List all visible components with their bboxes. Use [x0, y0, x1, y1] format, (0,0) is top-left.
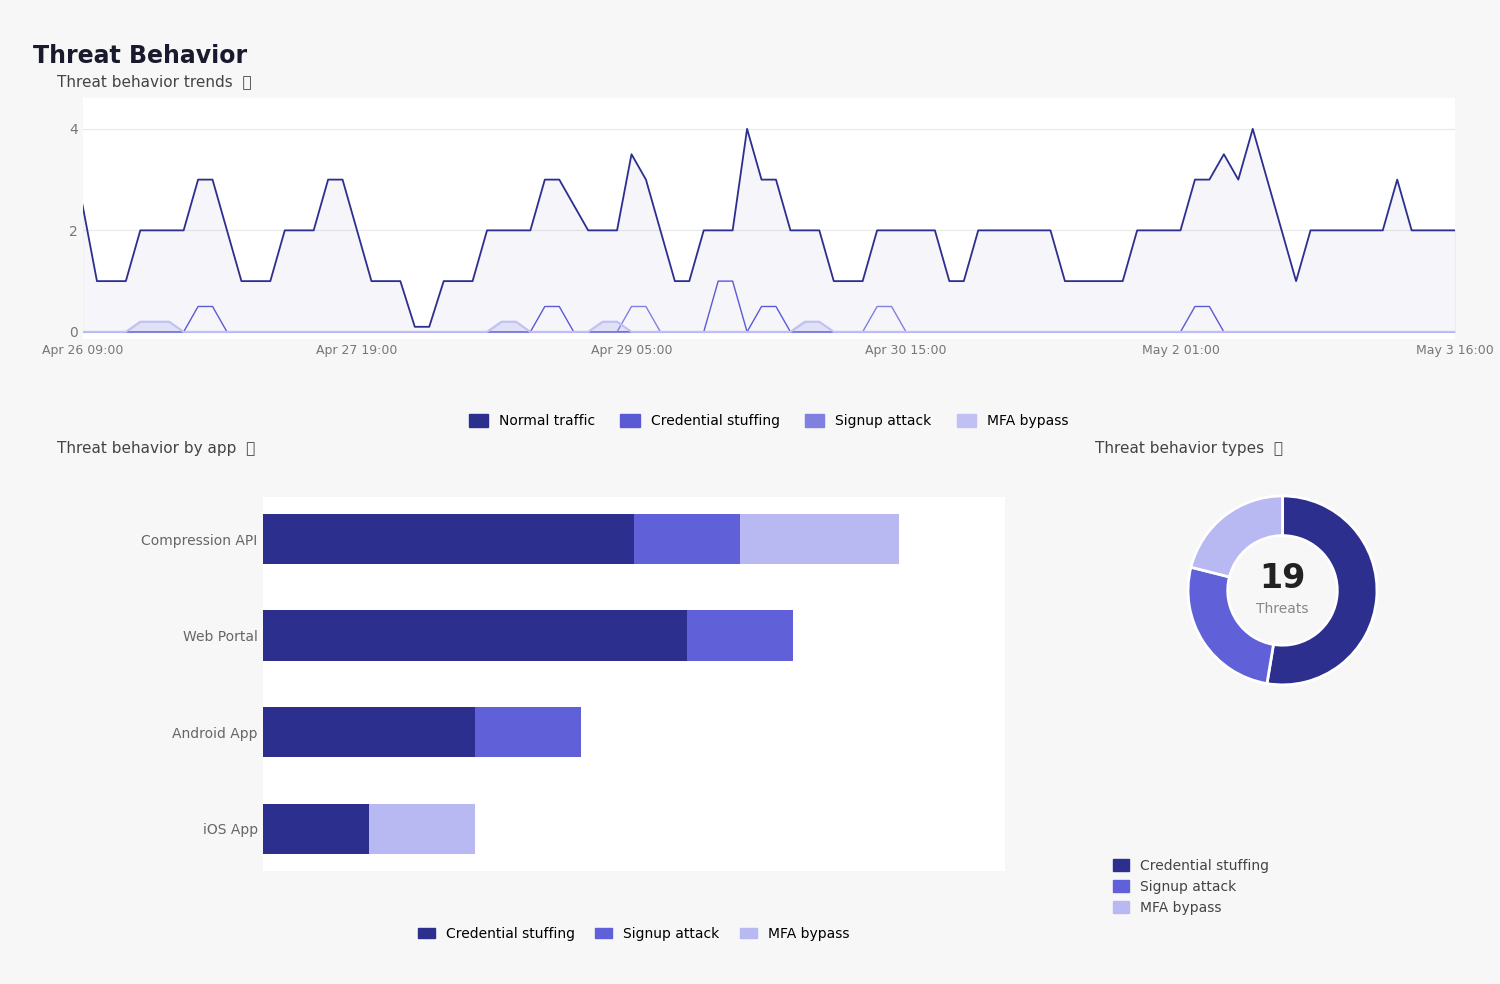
Text: Threat behavior trends  ⓘ: Threat behavior trends ⓘ [57, 74, 252, 89]
Bar [262, 804, 369, 854]
Bar [369, 804, 474, 854]
Wedge shape [1268, 496, 1377, 685]
Legend: Normal traffic, Credential stuffing, Signup attack, MFA bypass: Normal traffic, Credential stuffing, Sig… [464, 408, 1074, 434]
Bar [262, 514, 633, 564]
Bar [687, 610, 794, 660]
Text: Threats: Threats [1257, 602, 1308, 616]
Bar [474, 707, 580, 758]
Bar [262, 707, 474, 758]
Wedge shape [1188, 567, 1274, 684]
Text: Threat Behavior: Threat Behavior [33, 44, 248, 68]
Legend: Credential stuffing, Signup attack, MFA bypass: Credential stuffing, Signup attack, MFA … [413, 921, 855, 947]
Wedge shape [1191, 496, 1282, 577]
Bar [633, 514, 740, 564]
Text: Threat behavior by app  ⓘ: Threat behavior by app ⓘ [57, 441, 255, 456]
Bar [262, 610, 687, 660]
Bar [740, 514, 898, 564]
Text: Threat behavior types  ⓘ: Threat behavior types ⓘ [1095, 441, 1282, 456]
Legend: Credential stuffing, Signup attack, MFA bypass: Credential stuffing, Signup attack, MFA … [1107, 853, 1275, 920]
Text: 19: 19 [1260, 562, 1305, 594]
